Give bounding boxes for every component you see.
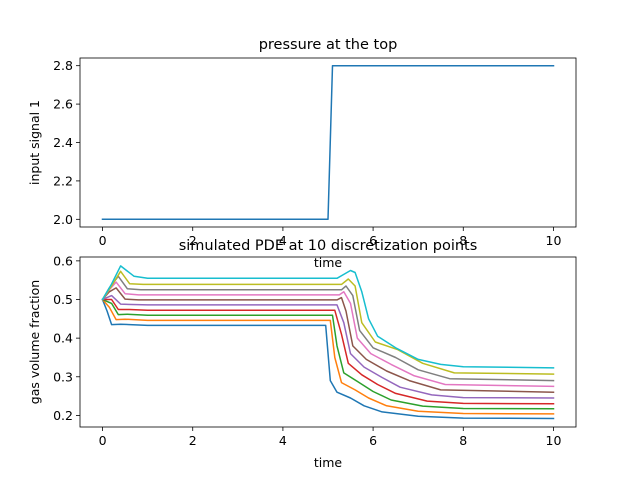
series-line-1 [101, 298, 555, 420]
y-tick-label: 0.3 [53, 369, 73, 384]
x-axis-label: time [314, 255, 343, 270]
pressure-chart: pressure at the top 0 2 4 6 8 10 2.0 2.2 2.4 2.6 2… [27, 37, 577, 270]
series-line-7 [101, 281, 555, 388]
x-tick-label: 10 [546, 433, 562, 448]
series-line-5 [101, 294, 555, 399]
tick-group: 0 2 4 6 8 10 0.2 0.3 0.4 0.5 0.6 [53, 253, 561, 448]
x-tick-label: 10 [546, 233, 562, 248]
y-tick-label: 0.2 [53, 408, 73, 423]
series-line-3 [101, 298, 555, 410]
series-line-10 [101, 265, 555, 369]
x-tick-label: 2 [189, 433, 197, 448]
x-tick-label: 6 [369, 233, 377, 248]
y-axis-label: input signal 1 [27, 100, 42, 185]
series-line-8 [101, 275, 555, 382]
series-group [101, 265, 555, 420]
y-tick-label: 2.2 [53, 173, 73, 188]
y-tick-label: 2.6 [53, 97, 73, 112]
gas-volume-chart: 0 2 4 6 8 10 0.2 0.3 0.4 0.5 0.6 simulated PDE at … [27, 238, 577, 470]
plot-frame [79, 57, 577, 228]
y-tick-label: 2.8 [53, 58, 73, 73]
y-axis-label: gas volume fraction [27, 280, 42, 404]
x-tick-label: 0 [99, 233, 107, 248]
series-line-6 [101, 287, 555, 393]
x-axis-label: time [314, 455, 343, 470]
y-tick-label: 0.5 [53, 292, 73, 307]
y-tick-label: 2.4 [53, 135, 73, 150]
x-tick-label: 4 [279, 433, 287, 448]
x-tick-label: 0 [99, 433, 107, 448]
y-tick-label: 0.4 [53, 331, 73, 346]
chart-title: simulated PDE at 10 discretization point… [179, 238, 478, 254]
chart-title: pressure at the top [259, 37, 398, 53]
x-tick-label: 8 [459, 233, 467, 248]
x-tick-label: 2 [189, 233, 197, 248]
tick-group: 0 2 4 6 8 10 2.0 2.2 2.4 2.6 2.8 [53, 58, 561, 248]
y-tick-label: 2.0 [53, 212, 73, 227]
series-line-9 [101, 270, 555, 375]
y-tick-label: 0.6 [53, 253, 73, 268]
series-line-2 [101, 298, 555, 415]
series-group [101, 64, 555, 221]
plot-frame [79, 256, 577, 428]
series-line-1 [101, 64, 555, 221]
x-tick-label: 8 [459, 433, 467, 448]
x-tick-label: 6 [369, 433, 377, 448]
series-line-4 [101, 298, 555, 405]
x-tick-label: 4 [279, 233, 287, 248]
